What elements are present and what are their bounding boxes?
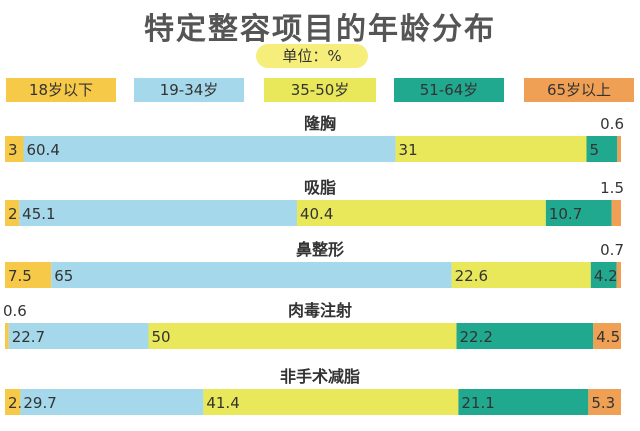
data-label: 22.2 xyxy=(460,328,493,346)
bar-segment-51-64 xyxy=(586,136,618,162)
category-label: 隆胸 xyxy=(304,114,336,133)
data-label: 1.5 xyxy=(600,179,624,197)
bar-segment-51-64 xyxy=(545,200,612,226)
bar-segment-51-64 xyxy=(590,262,617,288)
bar-segment-35-50 xyxy=(203,389,459,415)
chart-title: 特定整容项目的年龄分布 xyxy=(144,12,496,47)
legend-item-51-64: 51-64岁 xyxy=(394,78,504,102)
data-label: 29.7 xyxy=(23,394,56,412)
data-label: 10.7 xyxy=(549,205,582,223)
bar-segment-51-64 xyxy=(458,389,589,415)
bar-segment-18-under xyxy=(5,389,21,415)
bar-segment-19-34 xyxy=(23,136,396,162)
category-label: 鼻整形 xyxy=(296,240,344,259)
bar-segment-65-over xyxy=(588,389,621,415)
bar-segment-19-34 xyxy=(20,389,204,415)
bar-segment-18-under xyxy=(5,262,52,288)
data-label: 41.4 xyxy=(206,394,239,412)
category-label: 非手术减脂 xyxy=(280,367,360,386)
data-label: 60.4 xyxy=(26,141,59,159)
data-label: 4.2 xyxy=(594,267,618,285)
data-label: 7.5 xyxy=(8,267,32,285)
bar-segment-51-64 xyxy=(456,323,594,349)
bar-segment-35-50 xyxy=(296,200,546,226)
bar-segment-65-over xyxy=(611,200,621,226)
data-label: 22.6 xyxy=(455,267,488,285)
bar-segment-65-over xyxy=(593,323,621,349)
bar-segment-65-over xyxy=(617,136,621,162)
data-label: 5 xyxy=(590,141,600,159)
legend-item-65-over: 65岁以上 xyxy=(524,78,634,102)
data-label: 65 xyxy=(54,267,73,285)
legend-item-18-under: 18岁以下 xyxy=(6,78,116,102)
bar-segment-19-34 xyxy=(51,262,452,288)
data-label: 0.6 xyxy=(600,115,624,133)
data-label: 22.7 xyxy=(12,328,45,346)
bar-segment-19-34 xyxy=(19,200,297,226)
legend-item-35-50: 35-50岁 xyxy=(264,78,376,102)
data-label: 31 xyxy=(399,141,418,159)
bar-segment-65-over xyxy=(616,262,621,288)
category-label: 肉毒注射 xyxy=(288,301,352,320)
bar-segment-35-50 xyxy=(395,136,587,162)
bar-segment-18-under xyxy=(5,200,20,226)
legend-item-19-34: 19-34岁 xyxy=(134,78,244,102)
data-label: 0.6 xyxy=(3,302,27,320)
bar-segment-18-under xyxy=(5,136,24,162)
bar-segment-35-50 xyxy=(148,323,457,349)
data-label: 21.1 xyxy=(461,394,494,412)
data-label: 3 xyxy=(8,141,18,159)
bar-segment-35-50 xyxy=(451,262,591,288)
data-label: 40.4 xyxy=(300,205,333,223)
category-label: 吸脂 xyxy=(304,178,336,197)
unit-label: 单位：% xyxy=(256,44,368,68)
data-label: 0.7 xyxy=(600,241,624,259)
bar-segment-18-under xyxy=(5,323,9,349)
bar-segment-19-34 xyxy=(8,323,149,349)
data-label: 45.1 xyxy=(22,205,55,223)
data-label: 4.5 xyxy=(596,328,620,346)
data-label: 5.3 xyxy=(591,394,615,412)
data-label: 50 xyxy=(152,328,171,346)
